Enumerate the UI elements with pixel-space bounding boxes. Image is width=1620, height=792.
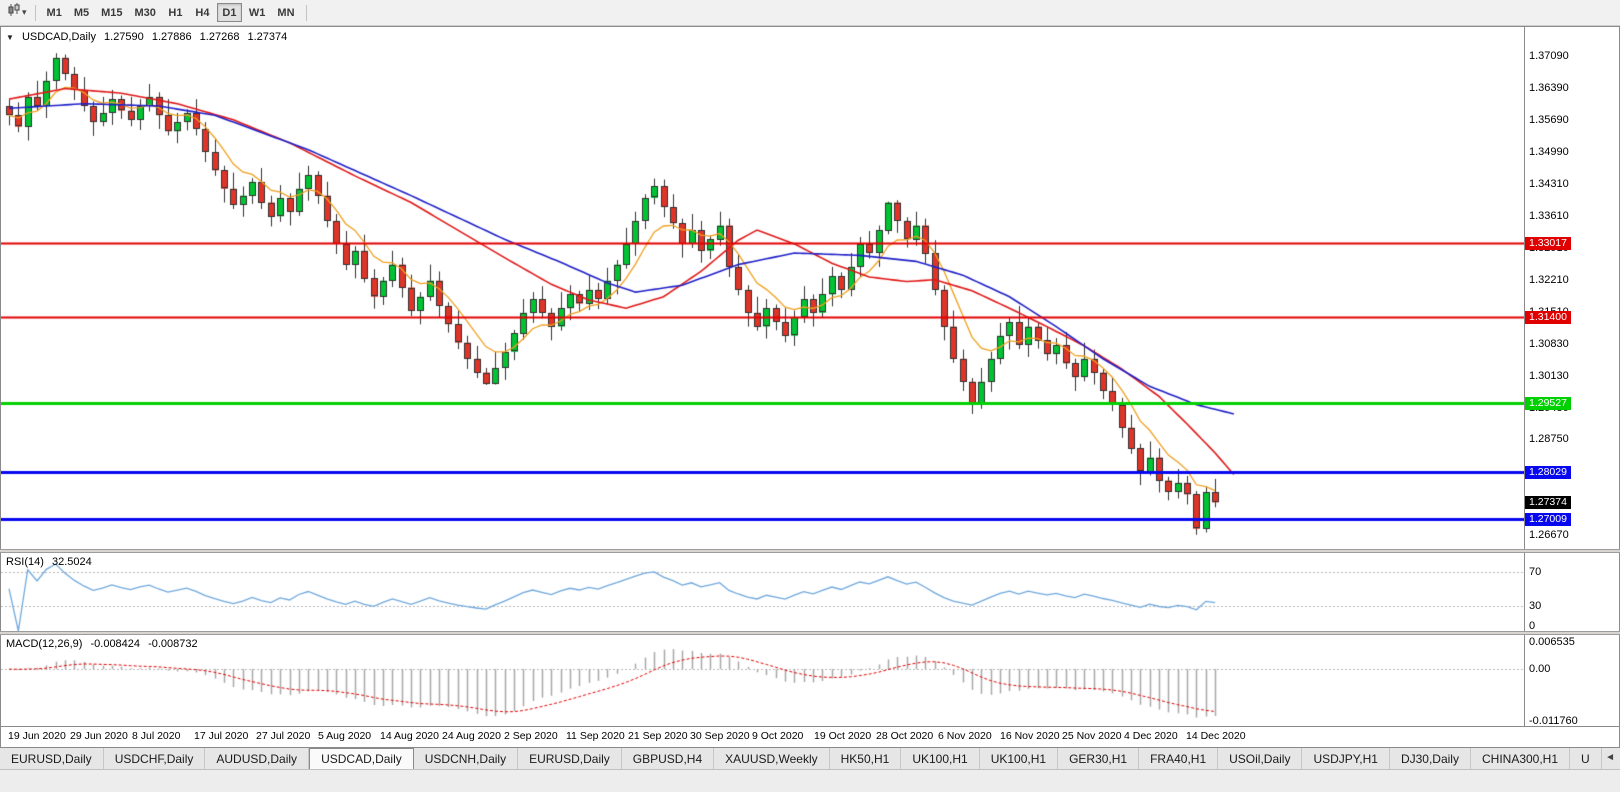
tab-scroll-left-icon[interactable]: ◄ <box>1603 752 1617 763</box>
timeframe-h1-button[interactable]: H1 <box>163 3 188 22</box>
chart-open-value: 1.27590 <box>104 31 144 43</box>
chart-tab[interactable]: GBPUSD,H4 <box>621 748 715 769</box>
chart-tab[interactable]: USDCHF,Daily <box>103 748 206 769</box>
timeframe-h4-button[interactable]: H4 <box>190 3 215 22</box>
chart-info-line: ▼ USDCAD,Daily 1.27590 1.27886 1.27268 1… <box>6 31 292 43</box>
chart-tab[interactable]: FRA40,H1 <box>1139 748 1219 769</box>
chart-tab[interactable]: UK100,H1 <box>901 748 980 769</box>
timeframe-m30-button[interactable]: M30 <box>130 3 161 22</box>
macd-indicator-canvas[interactable] <box>1 635 1524 726</box>
one-click-trading-arrow-icon[interactable]: ▼ <box>6 33 14 42</box>
rsi-indicator-name: RSI(14) <box>6 556 44 568</box>
candlestick-chart-icon <box>7 3 21 22</box>
chart-tab[interactable]: AUDUSD,Daily <box>205 748 310 769</box>
price-axis-border <box>1524 26 1525 727</box>
chart-tab[interactable]: USDJPY,H1 <box>1302 748 1390 769</box>
chart-tab[interactable]: USDCAD,Daily <box>309 748 414 769</box>
timeframe-m5-button[interactable]: M5 <box>69 3 94 22</box>
chart-tab[interactable]: XAUUSD,Weekly <box>714 748 830 769</box>
main-chart-canvas[interactable] <box>1 27 1524 549</box>
chart-tab[interactable]: U <box>1570 748 1602 769</box>
macd-caption: MACD(12,26,9) -0.008424 -0.008732 <box>6 638 203 650</box>
chart-tab[interactable]: EURUSD,Daily <box>0 748 104 769</box>
rsi-caption: RSI(14) 32.5024 <box>6 556 97 568</box>
date-axis-border <box>0 726 1620 727</box>
chart-high-value: 1.27886 <box>151 31 192 43</box>
macd-indicator-name: MACD(12,26,9) <box>6 638 83 650</box>
timeframe-buttons: M1 M5 M15 M30 H1 H4 D1 W1 MN <box>41 3 301 22</box>
panel-splitter-main-rsi[interactable] <box>0 549 1620 553</box>
panel-splitter-rsi-macd[interactable] <box>0 631 1620 635</box>
rsi-indicator-canvas[interactable] <box>1 553 1524 631</box>
chart-tab-bar: EURUSD,Daily USDCHF,Daily AUDUSD,Daily USDC… <box>0 748 1620 770</box>
chart-tab[interactable]: EURUSD,Daily <box>518 748 622 769</box>
toolbar-separator <box>305 4 307 21</box>
chart-tab[interactable]: DJ30,Daily <box>1389 748 1471 769</box>
timeframe-d1-button[interactable]: D1 <box>216 3 242 22</box>
chart-low-value: 1.27268 <box>199 31 240 43</box>
chart-tab[interactable]: HK50,H1 <box>829 748 902 769</box>
chart-symbol-period: USDCAD,Daily <box>21 31 96 43</box>
chart-tab[interactable]: CHINA300,H1 <box>1470 748 1571 769</box>
status-strip <box>0 770 1620 792</box>
timeframe-toolbar: ▾ M1 M5 M15 M30 H1 H4 D1 W1 MN <box>0 0 1620 26</box>
chevron-down-icon: ▾ <box>22 7 27 17</box>
chart-tab[interactable]: UK100,H1 <box>979 748 1059 769</box>
chart-tab[interactable]: GER30,H1 <box>1058 748 1140 769</box>
timeframe-m15-button[interactable]: M15 <box>96 3 127 22</box>
chart-tab[interactable]: USDCNH,Daily <box>413 748 519 769</box>
timeframe-m1-button[interactable]: M1 <box>42 3 67 22</box>
macd-main-value: -0.008424 <box>90 638 141 650</box>
toolbar-separator <box>34 4 36 21</box>
macd-signal-value: -0.008732 <box>148 638 198 650</box>
timeframe-w1-button[interactable]: W1 <box>244 3 271 22</box>
chart-close-value: 1.27374 <box>247 31 288 43</box>
chart-tab[interactable]: USOil,Daily <box>1218 748 1303 769</box>
timeframe-mn-button[interactable]: MN <box>272 3 299 22</box>
rsi-indicator-value: 32.5024 <box>51 556 92 568</box>
chart-type-button[interactable]: ▾ <box>4 3 30 23</box>
